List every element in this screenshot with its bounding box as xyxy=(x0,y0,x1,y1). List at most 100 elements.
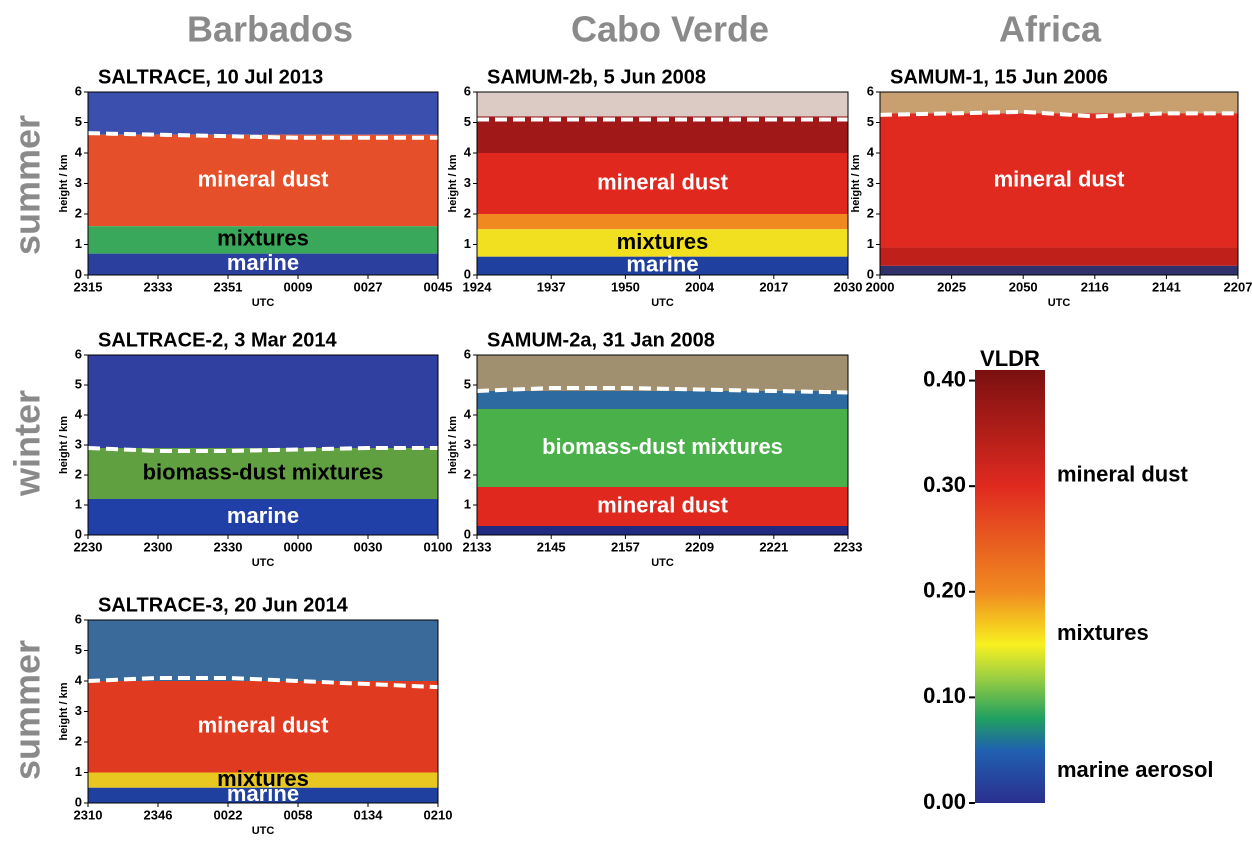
layer-label: marine xyxy=(227,503,299,528)
x-tick-label: 2145 xyxy=(537,539,566,554)
layer-label: marine xyxy=(626,252,698,277)
x-axis-label: UTC xyxy=(252,825,275,837)
boundary-line xyxy=(87,675,439,690)
layer xyxy=(880,247,1238,266)
x-tick-label: 2133 xyxy=(463,539,492,554)
layer xyxy=(880,113,1238,248)
y-tick-label: 0 xyxy=(75,794,82,809)
y-tick-label: 4 xyxy=(75,406,83,421)
y-tick-label: 1 xyxy=(464,496,471,511)
y-tick-label: 5 xyxy=(867,114,874,129)
colorbar-annotation: mixtures xyxy=(1057,620,1149,645)
y-tick-label: 1 xyxy=(867,236,874,251)
panel-title: SAMUM-2b, 5 Jun 2008 xyxy=(487,66,706,88)
y-tick-label: 5 xyxy=(75,114,82,129)
y-tick-label: 5 xyxy=(75,376,82,391)
x-tick-label: 2017 xyxy=(759,279,788,294)
y-tick-label: 0 xyxy=(464,266,471,281)
x-tick-label: 2315 xyxy=(74,279,103,294)
layer xyxy=(88,499,438,535)
y-tick-label: 2 xyxy=(867,205,874,220)
panel-title: SALTRACE-2, 3 Mar 2014 xyxy=(98,329,337,351)
x-tick-label: 0210 xyxy=(424,807,453,822)
y-tick-label: 3 xyxy=(867,175,874,190)
y-tick-label: 3 xyxy=(464,175,471,190)
y-tick-label: 4 xyxy=(867,144,875,159)
x-axis-label: UTC xyxy=(252,557,275,569)
y-tick-label: 0.30 xyxy=(923,472,966,497)
x-tick-label: 2330 xyxy=(214,539,243,554)
x-tick-label: 2209 xyxy=(685,539,714,554)
x-tick-label: 0100 xyxy=(424,539,453,554)
x-tick-label: 2346 xyxy=(144,807,173,822)
layer xyxy=(477,116,848,153)
column-header: Barbados xyxy=(187,9,353,50)
panel-title: SALTRACE-3, 20 Jun 2014 xyxy=(98,594,349,616)
y-tick-label: 1 xyxy=(75,236,82,251)
colorbar-annotation: mineral dust xyxy=(1057,461,1188,486)
boundary-line xyxy=(476,386,849,395)
y-tick-label: 0.00 xyxy=(923,789,966,814)
layer xyxy=(477,409,848,487)
y-tick-label: 2 xyxy=(464,205,471,220)
x-tick-label: 2233 xyxy=(834,539,863,554)
layer xyxy=(880,92,1238,114)
layer xyxy=(88,620,438,681)
y-tick-label: 6 xyxy=(464,346,471,361)
x-tick-label: 2333 xyxy=(144,279,173,294)
x-tick-label: 2004 xyxy=(685,279,715,294)
layer xyxy=(477,526,848,535)
layer xyxy=(88,134,438,227)
column-header: Africa xyxy=(999,9,1102,50)
x-tick-label: 1937 xyxy=(537,279,566,294)
layer xyxy=(88,92,438,135)
layer-label: mineral dust xyxy=(597,492,728,517)
layer-label: biomass-dust mixtures xyxy=(542,434,783,459)
x-tick-label: 0030 xyxy=(354,539,383,554)
y-tick-label: 0.10 xyxy=(923,683,966,708)
layer-label: mineral dust xyxy=(198,713,329,738)
layer-label: biomass-dust mixtures xyxy=(143,459,384,484)
x-tick-label: 2300 xyxy=(144,539,173,554)
x-tick-label: 2050 xyxy=(1009,279,1038,294)
colorbar-annotation: marine aerosol xyxy=(1057,757,1214,782)
layer xyxy=(477,229,848,257)
x-tick-label: 2025 xyxy=(937,279,966,294)
panel-title: SALTRACE, 10 Jul 2013 xyxy=(98,66,323,88)
layer xyxy=(88,355,438,448)
layer xyxy=(477,153,848,214)
layer xyxy=(88,253,438,275)
layer xyxy=(477,214,848,230)
x-tick-label: 0022 xyxy=(214,807,243,822)
layer xyxy=(880,265,1238,275)
x-tick-label: 2030 xyxy=(834,279,863,294)
x-tick-label: 2310 xyxy=(74,807,103,822)
y-tick-label: 0 xyxy=(75,526,82,541)
layer-label: mineral dust xyxy=(198,166,329,191)
x-tick-label: 0027 xyxy=(354,279,383,294)
y-tick-label: 6 xyxy=(75,83,82,98)
x-tick-label: 1950 xyxy=(611,279,640,294)
x-tick-label: 1924 xyxy=(463,279,493,294)
y-tick-label: 2 xyxy=(75,205,82,220)
colorbar xyxy=(975,370,1045,803)
y-axis-label: height / km xyxy=(447,416,459,474)
y-tick-label: 4 xyxy=(464,144,472,159)
boundary-line xyxy=(879,109,1238,119)
y-tick-label: 2 xyxy=(75,466,82,481)
y-axis-label: height / km xyxy=(58,154,70,212)
x-tick-label: 2141 xyxy=(1152,279,1181,294)
x-tick-label: 0009 xyxy=(284,279,313,294)
row-label: summer xyxy=(7,115,48,255)
layer-label: mixtures xyxy=(617,229,709,254)
panel-title: SAMUM-2a, 31 Jan 2008 xyxy=(487,329,715,351)
y-tick-label: 6 xyxy=(464,83,471,98)
y-tick-label: 6 xyxy=(75,611,82,626)
x-axis-label: UTC xyxy=(651,557,674,569)
layer xyxy=(88,787,438,803)
y-tick-label: 3 xyxy=(464,436,471,451)
layer xyxy=(88,226,438,254)
layer xyxy=(88,681,438,773)
y-axis-label: height / km xyxy=(447,154,459,212)
layer xyxy=(88,772,438,788)
